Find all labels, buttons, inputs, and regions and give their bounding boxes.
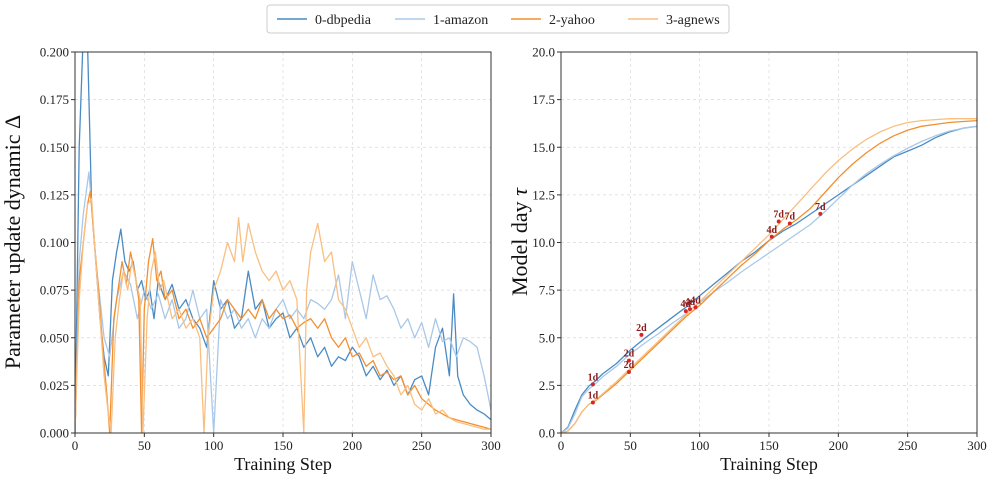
- model-day-grid: [560, 51, 978, 434]
- delta-xtick-label-3: 150: [273, 438, 293, 453]
- model-day-series-1-amazon: [561, 125, 977, 433]
- model-day-annotation-label-8: 4d: [766, 225, 777, 236]
- delta-ytick-label-7: 0.175: [40, 92, 69, 107]
- model-day-ytick-label-6: 15.0: [532, 140, 555, 155]
- model-day-annotation-dot-5: [683, 309, 688, 314]
- model-day-series-2-yahoo: [561, 119, 977, 433]
- delta-series-0-dbpedia: [75, 52, 491, 433]
- delta-ytick-label-1: 0.025: [40, 378, 69, 393]
- model-day-annotation-label-11: 7d: [815, 202, 826, 213]
- model-day-x-ticks: 0 50 100 150 200 250 300: [558, 433, 987, 453]
- model-day-annotation-label-9: 7d: [773, 210, 784, 221]
- legend-box: [266, 4, 730, 34]
- model-day-annotation-dot-0: [590, 382, 595, 387]
- delta-x-axis-title: Training Step: [234, 454, 332, 474]
- model-day-y-axis-symbol: τ: [507, 187, 532, 196]
- delta-ytick-label-3: 0.075: [40, 283, 69, 298]
- model-day-ytick-label-8: 20.0: [532, 45, 555, 60]
- legend: 0-dbpedia 1-amazon 2-yahoo 3-agnews: [266, 4, 730, 34]
- delta-ytick-label-5: 0.125: [40, 187, 69, 202]
- model-day-annotation-label-3: 2d: [624, 360, 635, 371]
- model-day-annotation-label-10: 7d: [785, 211, 796, 222]
- legend-label-3: 3-agnews: [666, 13, 720, 28]
- model-day-series-group: [561, 118, 977, 433]
- model-day-xtick-label-2: 100: [690, 438, 710, 453]
- legend-label-0: 0-dbpedia: [315, 13, 372, 28]
- delta-y-axis-title: Parameter update dynamic Δ: [0, 115, 25, 369]
- delta-ytick-label-8: 0.200: [40, 45, 69, 60]
- delta-ytick-label-4: 0.100: [40, 235, 69, 250]
- delta-x-ticks: 0 50 100 150 200 250 300: [72, 433, 501, 453]
- model-day-ytick-label-2: 5.0: [539, 330, 555, 345]
- model-day-annotation-label-4: 2d: [636, 323, 647, 334]
- model-day-annotation-dot-4: [639, 332, 644, 337]
- delta-series-group: [75, 52, 491, 433]
- model-day-ytick-label-5: 12.5: [532, 187, 555, 202]
- delta-grid: [74, 51, 492, 434]
- model-day-xtick-label-0: 0: [558, 438, 565, 453]
- delta-chart: 0 50 100 150 200 250 300 0.0000.0250.0500.0750…: [0, 45, 501, 475]
- delta-series-3-agnews: [75, 198, 491, 433]
- model-day-ytick-label-7: 17.5: [532, 92, 555, 107]
- delta-y-ticks: 0.000 0.025 0.050 0.075 0.100 0.125 0.150 0.175…: [40, 45, 75, 441]
- model-day-annotation-label-2: 2d: [624, 349, 635, 360]
- model-day-annotation-dot-11: [818, 211, 823, 216]
- model-day-annotation-label-7: 4d: [690, 295, 701, 306]
- model-day-annotation-dot-3: [626, 370, 631, 375]
- model-day-annotation-label-1: 1d: [588, 391, 599, 402]
- legend-label-2: 2-yahoo: [549, 13, 595, 28]
- model-day-annotation-dot-2: [626, 358, 631, 363]
- model-day-annotation-dot-6: [687, 307, 692, 312]
- model-day-annotation-label-6: 4d: [685, 297, 696, 308]
- delta-ytick-label-0: 0.000: [40, 426, 69, 441]
- model-day-xtick-label-3: 150: [759, 438, 779, 453]
- delta-ytick-label-6: 0.150: [40, 140, 69, 155]
- model-day-annotation-dot-8: [769, 234, 774, 239]
- model-day-ytick-label-1: 2.5: [539, 378, 555, 393]
- model-day-annotation-dot-9: [776, 219, 781, 224]
- delta-xtick-label-0: 0: [72, 438, 79, 453]
- model-day-xtick-label-6: 300: [967, 438, 987, 453]
- delta-xtick-label-4: 200: [343, 438, 363, 453]
- delta-xtick-label-5: 250: [412, 438, 432, 453]
- model-day-annotation-label-5: 4d: [681, 299, 692, 310]
- model-day-ytick-label-3: 7.5: [539, 283, 555, 298]
- delta-xtick-label-6: 300: [481, 438, 501, 453]
- model-day-xtick-label-4: 200: [829, 438, 849, 453]
- model-day-series-3-agnews: [561, 118, 977, 433]
- model-day-ytick-label-0: 0.0: [539, 426, 555, 441]
- model-day-ytick-label-4: 10.0: [532, 235, 555, 250]
- model-day-series-0-dbpedia: [561, 125, 977, 433]
- model-day-xtick-label-1: 50: [624, 438, 637, 453]
- model-day-y-axis-title: Model day τ: [507, 187, 532, 296]
- delta-xtick-label-1: 50: [138, 438, 151, 453]
- model-day-y-ticks: 0.0 2.5 5.0 7.5 10.0 12.5 15.0 17.5 20.0: [532, 45, 561, 441]
- delta-xtick-label-2: 100: [204, 438, 224, 453]
- model-day-annotation-dot-7: [693, 305, 698, 310]
- model-day-annotation-dot-1: [590, 400, 595, 405]
- legend-label-1: 1-amazon: [433, 13, 488, 28]
- delta-ytick-label-2: 0.050: [40, 330, 69, 345]
- model-day-x-axis-title: Training Step: [720, 454, 818, 474]
- model-day-annotation-dot-10: [787, 221, 792, 226]
- model-day-annotation-label-0: 1d: [588, 372, 599, 383]
- model-day-y-axis-label: Model day: [507, 201, 532, 296]
- model-day-xtick-label-5: 250: [898, 438, 918, 453]
